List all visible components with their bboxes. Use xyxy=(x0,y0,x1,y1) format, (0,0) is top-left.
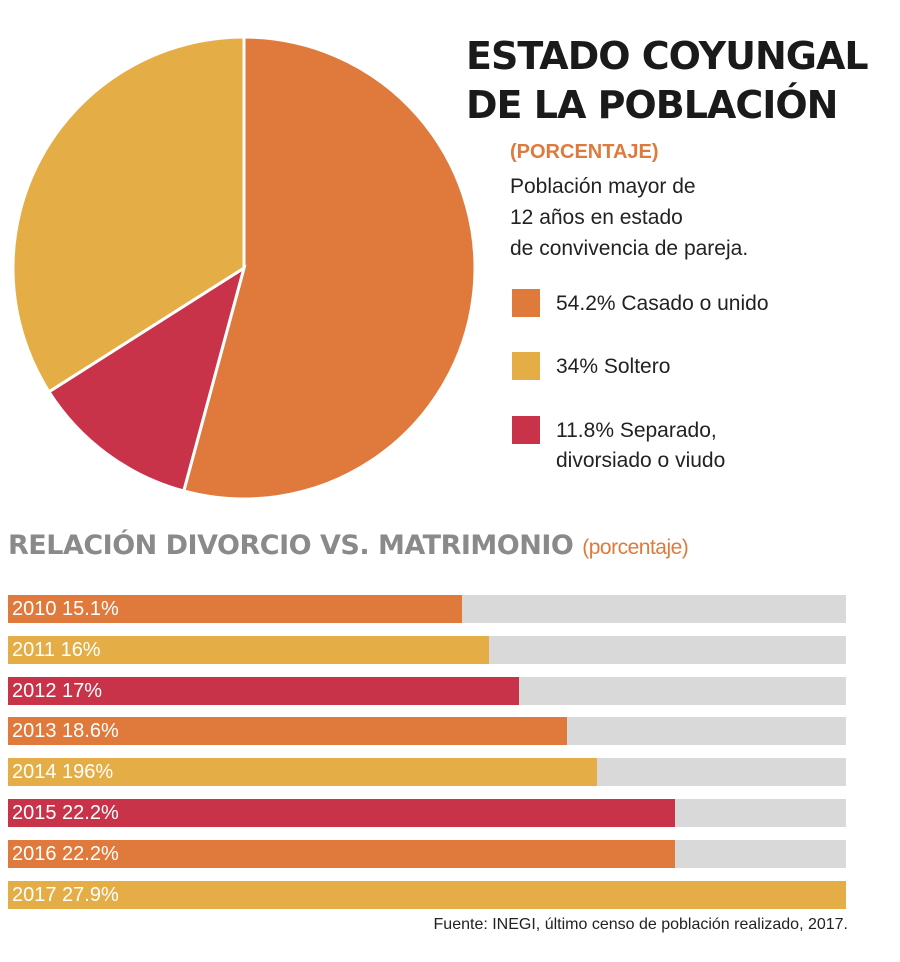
bar-fill xyxy=(8,839,675,868)
description-line-1: Población mayor de xyxy=(510,175,696,198)
bar-row-2015: 2015 22.2% xyxy=(8,799,846,827)
legend-label: 11.8% Separado, divorsiado o viudo xyxy=(556,416,856,476)
legend-label-line-1: 34% Soltero xyxy=(556,355,671,378)
legend-label-line-1: 11.8% Separado, xyxy=(556,419,717,442)
bar-row-2014: 2014 196% xyxy=(8,758,846,787)
legend-swatch xyxy=(512,352,540,380)
bar-fill xyxy=(8,676,519,705)
legend-label: 54.2% Casado o unido xyxy=(556,289,856,319)
bar-row-2017: 2017 27.9% xyxy=(8,880,846,909)
legend-swatch xyxy=(512,416,540,444)
bar-label: 2013 18.6% xyxy=(12,720,119,743)
bar-fill xyxy=(8,799,675,827)
legend-label-line-2: divorsiado o viudo xyxy=(556,449,726,472)
bar-row-2013: 2013 18.6% xyxy=(8,717,846,746)
bar-label: 2017 27.9% xyxy=(12,883,119,906)
bar-label: 2015 22.2% xyxy=(12,802,119,824)
legend-label: 34% Soltero xyxy=(556,352,856,382)
bar-fill xyxy=(8,758,597,787)
bar-fill xyxy=(8,635,489,664)
legend-swatch xyxy=(512,289,540,317)
pie-chart xyxy=(11,35,477,501)
bar-label: 2014 196% xyxy=(12,761,114,784)
description: Población mayor de 12 años en estado de … xyxy=(510,171,840,264)
bar-row-2011: 2011 16% xyxy=(8,635,846,664)
legend-label-line-1: 54.2% Casado o unido xyxy=(556,292,769,315)
bar-chart-title: RELACIÓN DIVORCIO VS. MATRIMONIO (porcen… xyxy=(8,530,689,561)
description-line-2: 12 años en estado xyxy=(510,206,683,229)
bar-chart-title-text: RELACIÓN DIVORCIO VS. MATRIMONIO xyxy=(8,530,574,561)
bar-fill xyxy=(8,717,567,746)
bar-row-2012: 2012 17% xyxy=(8,676,846,705)
bar-label: 2010 15.1% xyxy=(12,598,119,620)
chart-title: ESTADO COYUNGAL DE LA POBLACIÓN xyxy=(466,32,896,130)
pie-slice-yellow xyxy=(11,35,246,394)
bar-fill xyxy=(8,595,462,623)
description-line-3: de convivencia de pareja. xyxy=(510,237,749,260)
bar-row-2010: 2010 15.1% xyxy=(8,595,846,623)
source-note: Fuente: INEGI, último censo de población… xyxy=(433,916,848,933)
bar-label: 2011 16% xyxy=(12,638,101,661)
bar-label: 2012 17% xyxy=(12,679,103,702)
bar-chart-unit: (porcentaje) xyxy=(582,536,689,559)
pie-slice-orange xyxy=(181,35,477,501)
bar-row-2016: 2016 22.2% xyxy=(8,839,846,868)
bar-label: 2016 22.2% xyxy=(12,842,119,865)
bar-fill xyxy=(8,880,846,909)
unit-label: (PORCENTAJE) xyxy=(510,141,659,163)
title-line-1: ESTADO COYUNGAL xyxy=(466,34,869,78)
pie-slice-red xyxy=(46,264,247,493)
title-line-2: DE LA POBLACIÓN xyxy=(466,83,838,127)
